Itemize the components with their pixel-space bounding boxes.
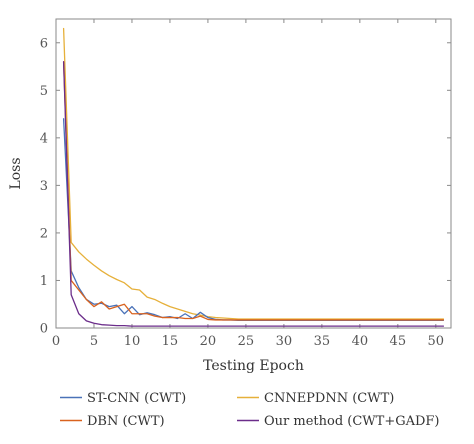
x-tick-label: 0 [52,334,60,349]
y-tick-label: 6 [40,36,48,51]
y-tick-label: 2 [40,226,48,241]
series-line-dbn-cwt [62,61,445,321]
y-tick-label: 5 [40,84,48,99]
legend: ST-CNN (CWT) CNNEPDNN (CWT) DBN (CWT) Our m… [60,391,440,429]
y-tick-label: 1 [40,274,48,289]
legend-item: Our method (CWT+GADF) [237,414,440,429]
x-tick-label: 15 [162,334,179,349]
legend-item: CNNEPDNN (CWT) [237,391,394,406]
x-tick-label: 45 [390,334,407,349]
series-line-our-method-cwt-gadf [62,61,445,327]
legend-label: CNNEPDNN (CWT) [264,391,394,406]
y-axis-ticks: 0 1 2 3 4 5 6 [40,36,451,337]
x-axis-ticks: 0 5 10 15 20 25 30 35 40 45 50 [52,19,444,349]
plot-area-frame [55,18,452,329]
x-tick-label: 40 [352,334,369,349]
x-tick-label: 20 [200,334,217,349]
legend-label: ST-CNN (CWT) [87,391,186,406]
y-tick-label: 4 [40,131,48,146]
x-tick-label: 5 [90,334,98,349]
y-tick-label: 0 [40,322,48,337]
legend-item: DBN (CWT) [60,414,165,429]
y-tick-label: 3 [40,179,48,194]
x-axis-title: Testing Epoch [203,358,304,374]
x-tick-label: 25 [238,334,255,349]
x-tick-label: 50 [428,334,445,349]
series-line-st-cnn-cwt [62,118,445,322]
series-line-cnnepdnn-cwt [62,27,445,320]
legend-label: DBN (CWT) [87,414,165,429]
legend-label: Our method (CWT+GADF) [264,414,440,429]
legend-item: ST-CNN (CWT) [60,391,186,406]
x-tick-label: 35 [314,334,331,349]
series-lines [62,27,445,327]
y-axis-title: Loss [8,157,24,189]
x-tick-label: 10 [124,334,141,349]
x-tick-label: 30 [276,334,293,349]
